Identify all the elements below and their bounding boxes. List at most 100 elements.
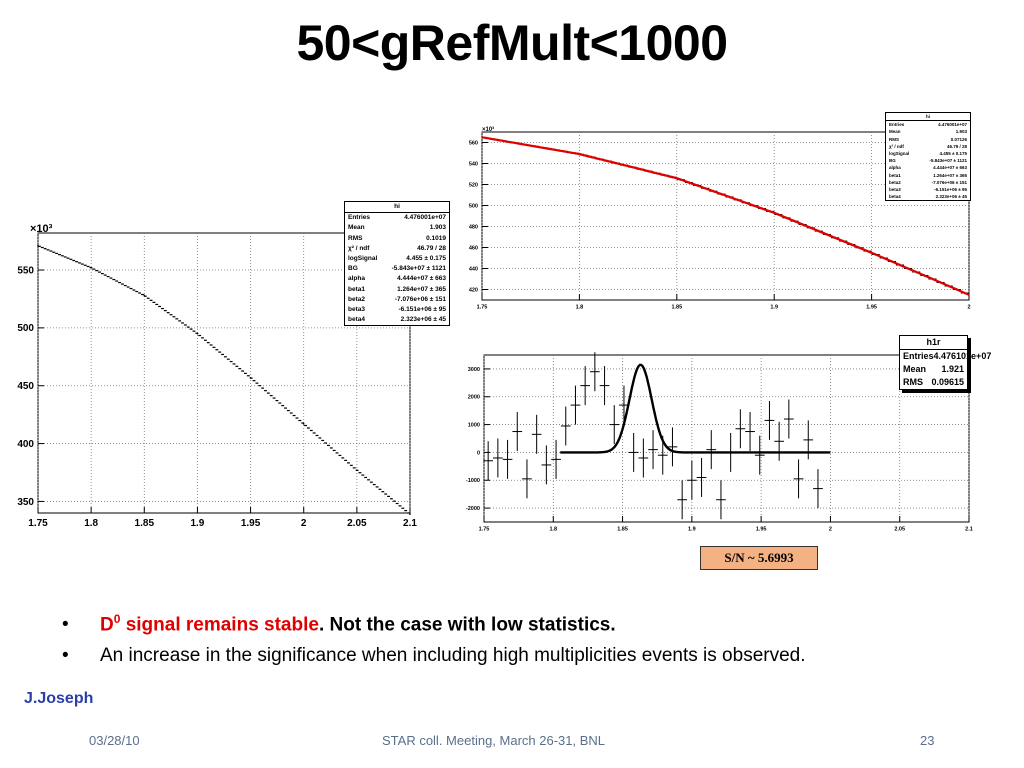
data-point [409, 513, 411, 515]
stats-row: beta2 -7.076e+06 ± 151 [345, 295, 449, 305]
stats-row: RMS 0.1019 [345, 234, 449, 244]
x-tick-label: 1.9 [688, 527, 696, 533]
stats-title: hi [345, 202, 449, 214]
stats-row: alpha 4.444e+07 ± 663 [345, 274, 449, 284]
stats-key: RMS [889, 136, 899, 142]
stats-row: beta4 2.323e+06 ± 45 [345, 315, 449, 325]
bullet-text: D0 signal remains stable. Not the case w… [100, 612, 616, 636]
stats-row: RMS 0.09615 [900, 376, 967, 389]
data-point [356, 469, 358, 471]
y-tick-label: 450 [17, 381, 34, 392]
stats-key: Mean [903, 364, 927, 374]
stats-key: RMS [348, 234, 363, 242]
x-tick-label: 1.85 [617, 527, 628, 533]
y-tick-label: 500 [469, 203, 478, 209]
stats-row: Entries 4.476101e+07 [900, 350, 991, 363]
data-point [90, 266, 92, 269]
x-tick-label: 1.8 [576, 305, 584, 311]
stats-value: -5.843e+07 ± 1121 [391, 265, 446, 273]
x-tick-label: 2.1 [403, 518, 417, 529]
slide-title: 50<gRefMult<1000 [296, 15, 728, 71]
y-tick-label: 480 [469, 224, 478, 230]
y-tick-label: 560 [469, 140, 478, 146]
stats-value: 1.264e+07 ± 365 [933, 172, 967, 178]
x-tick-label: 1.95 [866, 305, 877, 311]
exponent-label: ×10³ [482, 126, 494, 133]
stats-value: -7.076e+06 ± 151 [931, 179, 967, 185]
stats-value: 1.264e+07 ± 365 [397, 285, 446, 293]
x-tick-label: 2.1 [965, 527, 973, 533]
stats-value: 4.476001e+07 [938, 122, 967, 128]
stats-row: Entries 4.476001e+07 [886, 121, 970, 128]
stats-key: Entries [889, 122, 905, 128]
stats-row: beta4 2.323e+06 ± 45 [886, 193, 970, 200]
stats-row: χ² / ndf 46.79 / 28 [886, 143, 970, 150]
bullet-dot: • [62, 645, 69, 667]
left-stats-box: hi Entries 4.476001e+07 Mean 1.903 RMS 0.1019… [344, 201, 450, 327]
stats-key: beta2 [889, 179, 901, 185]
stats-value: -6.151e+06 ± 95 [934, 187, 967, 193]
stats-key: χ² / ndf [889, 143, 904, 149]
bullet-red-text: signal remains stable [120, 614, 319, 636]
stats-value: 0.07126 [950, 136, 967, 142]
stats-key: RMS [903, 377, 923, 387]
bullet-dot: • [62, 614, 69, 636]
stats-row: logSignal 4.455 ± 0.175 [345, 254, 449, 264]
stats-row: BG -5.843e+07 ± 1121 [886, 157, 970, 164]
x-tick-label: 1.95 [241, 518, 261, 529]
y-tick-label: 520 [469, 182, 478, 188]
stats-key: BG [889, 158, 896, 164]
stats-key: logSignal [348, 255, 378, 263]
stats-value: 1.903 [955, 129, 967, 135]
data-point [249, 376, 252, 379]
bullet-item: • D0 signal remains stable. Not the case… [62, 612, 806, 636]
stats-value: 1.903 [429, 224, 446, 232]
stats-row: beta1 1.264e+07 ± 365 [886, 172, 970, 179]
stats-title: hi [886, 113, 970, 122]
y-tick-label: 420 [469, 287, 478, 293]
y-tick-label: 350 [17, 497, 34, 508]
stats-value: 46.79 / 28 [946, 143, 967, 149]
stats-key: logSignal [889, 151, 910, 157]
stats-value: 4.476001e+07 [404, 214, 446, 222]
signal-to-noise-label: S/N ~ 5.6993 [700, 546, 818, 570]
y-tick-label: -2000 [466, 506, 480, 512]
stats-title: h1r [900, 336, 967, 350]
y-tick-label: 540 [469, 161, 478, 167]
data-point [302, 423, 305, 425]
stats-key: beta4 [348, 316, 365, 324]
stats-value: 2.323e+06 ± 45 [935, 194, 967, 200]
stats-value: 46.79 / 28 [417, 244, 446, 252]
stats-key: Mean [348, 224, 365, 232]
stats-row: beta3 -6.151e+06 ± 95 [345, 305, 449, 315]
bullet-text: An increase in the significance when inc… [100, 645, 806, 667]
stats-row: RMS 0.07126 [886, 136, 970, 143]
stats-value: -5.843e+07 ± 1121 [929, 158, 967, 164]
stats-row: beta3 -6.151e+06 ± 95 [886, 186, 970, 193]
stats-key: beta2 [348, 295, 365, 303]
y-tick-label: 460 [469, 245, 478, 251]
stats-key: BG [348, 265, 358, 273]
data-point [143, 294, 146, 297]
exponent-label: ×10³ [30, 223, 53, 235]
stats-value: 2.323e+06 ± 45 [400, 316, 446, 324]
stats-key: Entries [903, 351, 934, 361]
stats-key: beta1 [889, 172, 901, 178]
stats-value: -6.151e+06 ± 95 [398, 306, 446, 314]
topright-stats-box: hi Entries 4.476001e+07 Mean 1.903 RMS 0.0712… [885, 112, 971, 202]
y-tick-label: 440 [469, 266, 478, 272]
x-tick-label: 2 [967, 305, 970, 311]
stats-row: Entries 4.476001e+07 [345, 213, 449, 223]
y-tick-label: 550 [17, 265, 34, 276]
stats-row: Mean 1.903 [345, 223, 449, 233]
x-tick-label: 1.8 [84, 518, 98, 529]
author-name: J.Joseph [24, 690, 94, 707]
stats-value: 4.476101e+07 [933, 351, 992, 361]
y-tick-label: 0 [477, 450, 480, 456]
stats-key: beta1 [348, 285, 365, 293]
stats-key: Entries [348, 214, 371, 222]
d0-symbol: D [100, 614, 114, 636]
x-tick-label: 1.95 [756, 527, 767, 533]
stats-value: 4.444e+07 ± 663 [397, 275, 446, 283]
data-point [196, 332, 199, 335]
